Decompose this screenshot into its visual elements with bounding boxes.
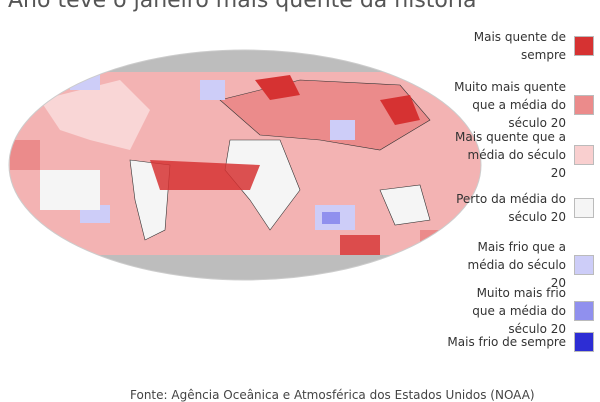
- legend-item: Muito mais quente que a média do século …: [454, 78, 594, 132]
- legend-label: Mais quente de sempre: [473, 30, 566, 62]
- world-map: [8, 49, 482, 281]
- legend-item: Muito mais frio que a média do século 20: [454, 284, 594, 338]
- legend-swatch: [574, 36, 594, 56]
- legend-label: Muito mais frio que a média do século 20: [472, 286, 566, 336]
- legend-label: Mais quente que a média do século 20: [455, 130, 566, 180]
- legend-swatch: [574, 198, 594, 218]
- source: Fonte: Agência Oceânica e Atmosférica do…: [130, 388, 535, 402]
- legend-label: Muito mais quente que a média do século …: [454, 80, 566, 130]
- legend-label: Mais frio que a média do século 20: [467, 240, 566, 290]
- title: Ano teve o janeiro mais quente da histór…: [8, 0, 477, 13]
- legend-item: Mais frio de sempre: [447, 332, 594, 352]
- legend-swatch: [574, 255, 594, 275]
- legend-swatch: [574, 95, 594, 115]
- legend-label: Perto da média do século 20: [456, 192, 566, 224]
- legend-swatch: [574, 145, 594, 165]
- legend-swatch: [574, 301, 594, 321]
- legend-swatch: [574, 332, 594, 352]
- legend-item: Mais frio que a média do século 20: [454, 238, 594, 292]
- legend-item: Perto da média do século 20: [454, 190, 594, 226]
- legend-label: Mais frio de sempre: [447, 335, 566, 349]
- legend-item: Mais quente que a média do século 20: [454, 128, 594, 182]
- legend-item: Mais quente de sempre: [446, 28, 594, 64]
